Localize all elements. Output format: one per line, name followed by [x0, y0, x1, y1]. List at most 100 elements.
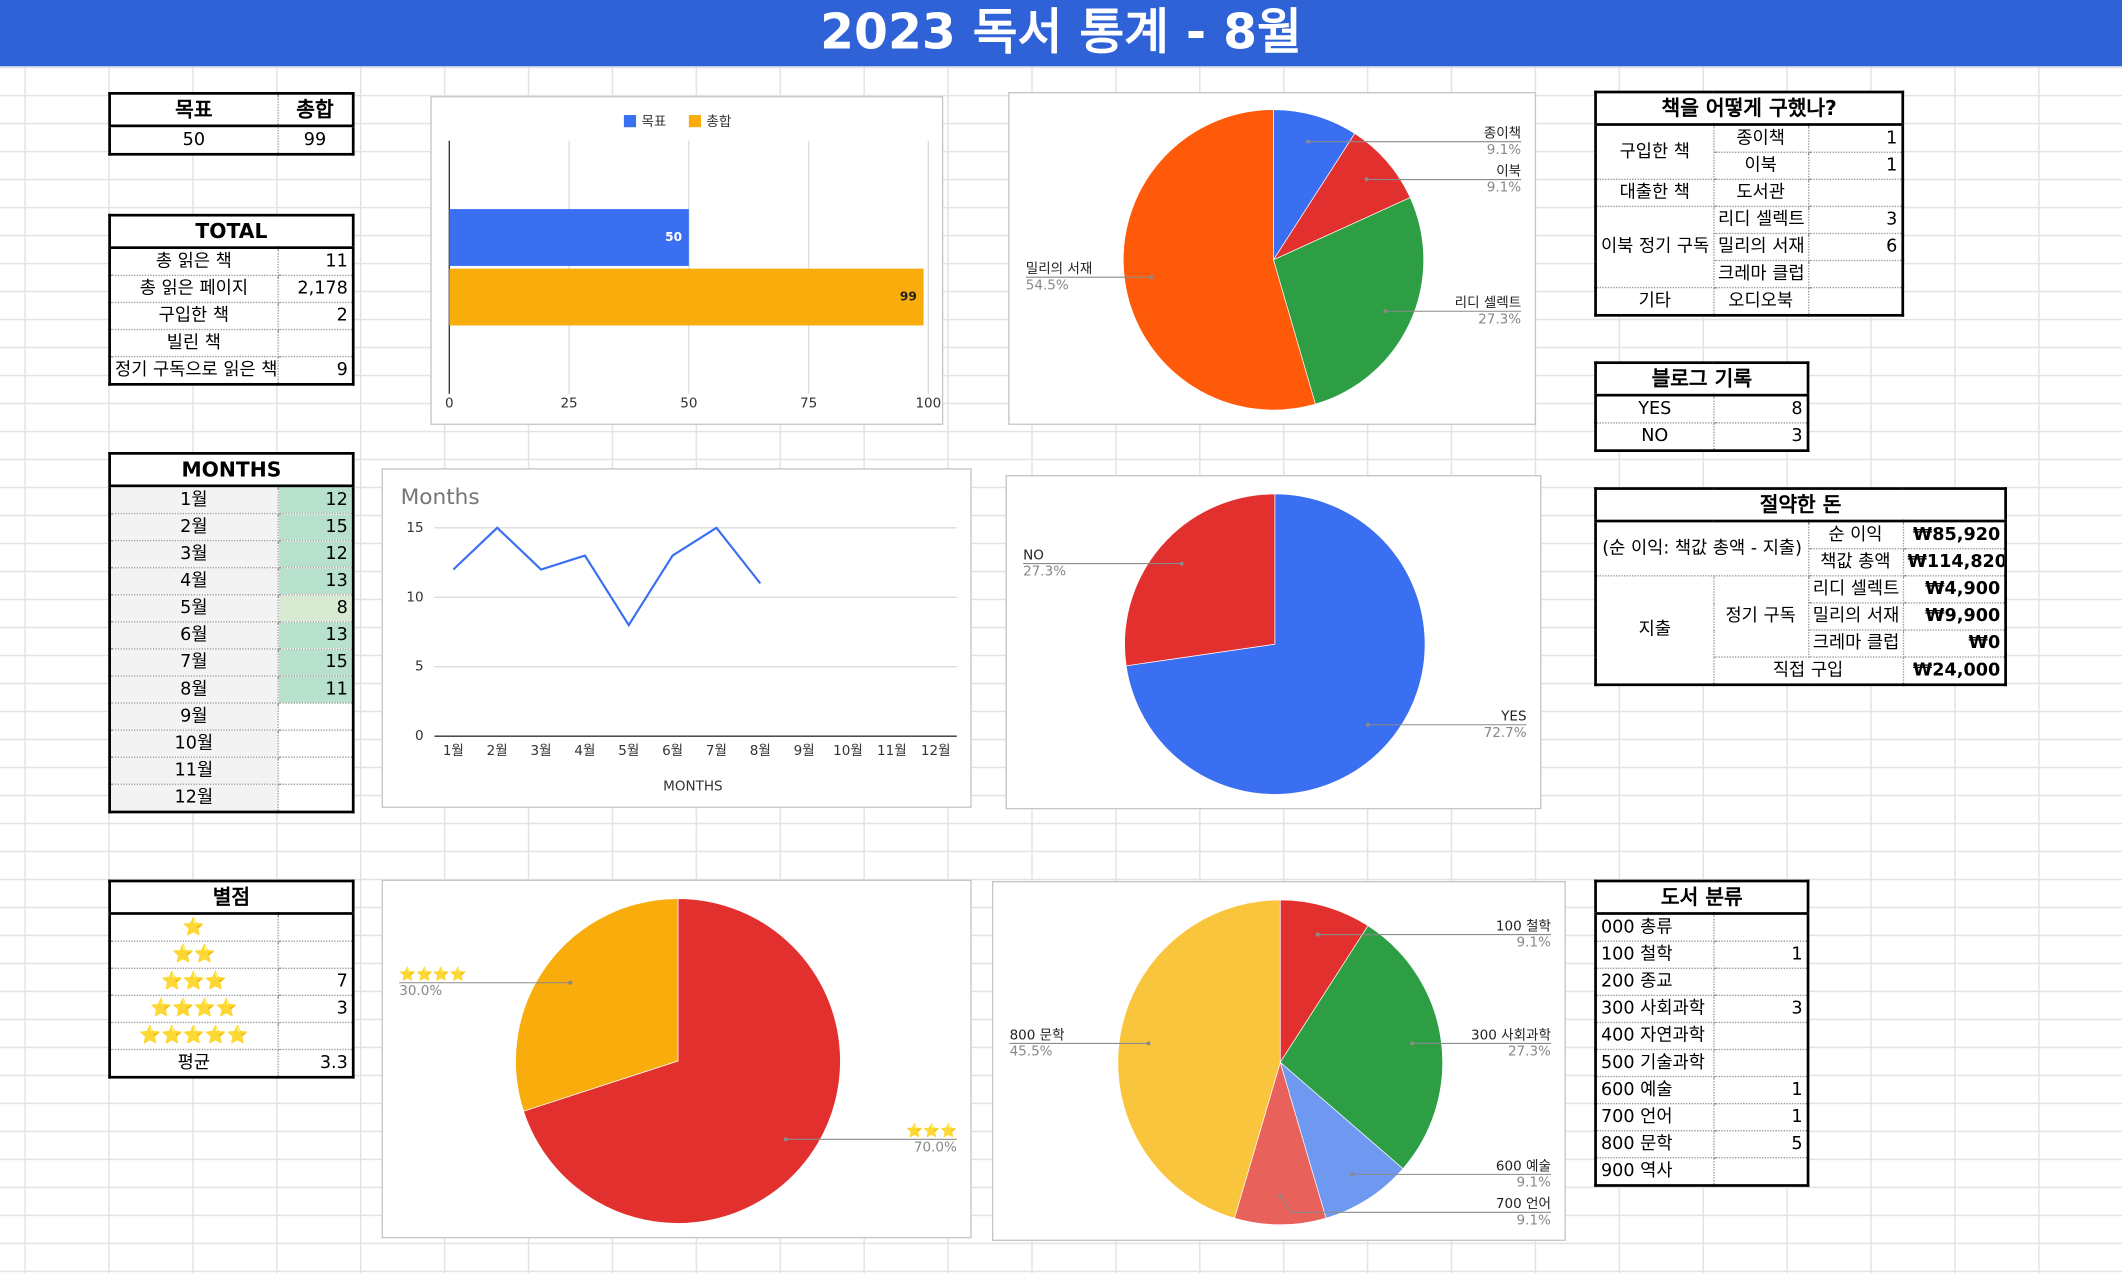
- pie-value-label: 54.5%: [1026, 277, 1069, 293]
- table-cell: 2월: [108, 512, 279, 542]
- leader-dot: [783, 1137, 788, 1142]
- y-tick-label: 15: [406, 520, 423, 536]
- table-cell: [1712, 1048, 1809, 1078]
- table-row: 300 사회과학 3: [1594, 994, 1809, 1024]
- table-cell: [276, 1021, 354, 1051]
- pie-value-label: 27.3%: [1023, 564, 1066, 580]
- table-cell: 15: [276, 648, 354, 677]
- table-sources: 책을 어떻게 구했나? 구입한 책 종이책 1 이북 1 대출한 책 도서관 이북 정기 구독 리…: [1594, 90, 1905, 317]
- table-cell: 리디 셀렉트: [1807, 575, 1904, 604]
- table-cell: ⭐⭐⭐⭐: [108, 994, 279, 1024]
- x-axis-label: MONTHS: [663, 778, 722, 794]
- table-cell: [1712, 912, 1809, 942]
- x-tick-label: 1월: [443, 743, 464, 759]
- x-tick-label: 5월: [618, 743, 639, 759]
- pie-slice: [1122, 109, 1316, 411]
- leader-dot: [1410, 1041, 1415, 1046]
- table-cell: 2: [276, 301, 354, 331]
- table-header: 총합: [276, 92, 354, 128]
- data-label: 99: [900, 290, 917, 304]
- table-cell: 크레마 클럽: [1807, 629, 1904, 658]
- table-row: 목표 총합: [108, 92, 354, 128]
- x-tick-label: 2월: [487, 743, 508, 759]
- table-row: 책을 어떻게 구했나?: [1594, 91, 1904, 126]
- legend-label: 총합: [706, 114, 731, 130]
- table-cell: 대출한 책: [1594, 178, 1714, 208]
- table-cell: 5: [1712, 1130, 1809, 1159]
- table-cell: 50: [108, 125, 279, 155]
- table-cell: 6: [1807, 232, 1904, 262]
- y-tick-label: 0: [415, 728, 424, 744]
- table-row: 밀리의 서재 ₩9,900: [1596, 602, 2007, 631]
- table-cell: [1807, 178, 1904, 208]
- pie-slice: [1117, 899, 1281, 1219]
- table-cell: ⭐: [108, 912, 279, 942]
- table-cell: 700 언어: [1594, 1102, 1714, 1132]
- table-cell: 총 읽은 페이지: [108, 274, 279, 304]
- pie-slice: [1272, 133, 1411, 261]
- table-row: 10월: [108, 729, 354, 758]
- table-row: 100 철학 1: [1594, 940, 1809, 969]
- pie-slice: [1279, 899, 1369, 1064]
- table-row: TOTAL: [108, 214, 354, 250]
- table-cell: 1: [1712, 1075, 1809, 1105]
- table-cell: 15: [276, 512, 354, 542]
- table-cell: 3: [1712, 994, 1809, 1024]
- table-row: 이북 정기 구독 리디 셀렉트 3: [1594, 205, 1904, 289]
- leader-line: [1279, 1195, 1551, 1213]
- table-cell: 3월: [108, 539, 279, 569]
- table-row: 5월 8: [108, 594, 354, 623]
- table-cell: [276, 783, 354, 813]
- pie-value-label: 70.0%: [914, 1139, 957, 1155]
- table-row: 지출 정기 구독 리디 셀렉트 ₩4,900: [1594, 575, 2007, 686]
- table-cell: 1: [1807, 151, 1904, 180]
- table-cell: 평균: [108, 1048, 279, 1078]
- x-tick-label: 25: [560, 395, 577, 411]
- table-cell: 400 자연과학: [1594, 1021, 1714, 1051]
- bar-chart: 0 25 50 75 100 목표 총합 50 99: [430, 96, 944, 425]
- table-row: 12월: [108, 783, 354, 813]
- leader-dot: [1364, 177, 1369, 182]
- table-cell: 99: [276, 125, 354, 155]
- pie-label: 300 사회과학: [1471, 1027, 1551, 1043]
- pie-value-label: 9.1%: [1517, 1212, 1551, 1228]
- pie-value-label: 72.7%: [1484, 725, 1527, 741]
- table-cell: 200 종교: [1594, 967, 1714, 997]
- table-row: 크레마 클럽: [1596, 259, 1904, 289]
- table-row: 2월 15: [108, 512, 354, 542]
- table-row: YES 8: [1594, 394, 1809, 424]
- x-tick-label: 10월: [833, 743, 863, 759]
- table-row: ⭐⭐⭐ 7: [108, 967, 354, 997]
- table-cell: 구입한 책: [108, 301, 279, 331]
- table-row: 총 읽은 페이지 2,178: [108, 274, 354, 304]
- table-cell: 11: [276, 246, 354, 277]
- line: [452, 526, 762, 628]
- x-tick-label: 6월: [662, 743, 683, 759]
- table-row: 11월: [108, 756, 354, 785]
- leader-dot: [1383, 309, 1388, 314]
- table-cell: 오디오북: [1712, 286, 1809, 316]
- pie-slice: [1234, 1061, 1327, 1226]
- table-cell: ₩85,920: [1902, 520, 2007, 550]
- table-cell: 5월: [108, 594, 279, 623]
- table-cell: 1월: [108, 485, 279, 515]
- table-row: 이북 1: [1596, 151, 1904, 180]
- data-label: 50: [665, 230, 682, 244]
- pie-value-label: 9.1%: [1487, 180, 1521, 196]
- table-row: 3월 12: [108, 539, 354, 569]
- table-row: ⭐: [108, 912, 354, 942]
- table-cell: 9월: [108, 702, 279, 731]
- table-cell: NO: [1594, 422, 1714, 452]
- table-cell: 12: [276, 539, 354, 569]
- table-row: 책값 총액 ₩114,820: [1596, 548, 2007, 577]
- table-row: 4월 13: [108, 567, 354, 596]
- table-header: MONTHS: [108, 452, 354, 488]
- pie-label: 리디 셀렉트: [1455, 295, 1521, 311]
- y-tick-label: 5: [415, 659, 424, 675]
- table-cell: 000 총류: [1594, 912, 1714, 942]
- table-cell: 12월: [108, 783, 279, 813]
- table-cell: 도서관: [1712, 178, 1809, 208]
- table-row: 블로그 기록: [1594, 362, 1809, 397]
- table-row: 크레마 클럽 ₩0: [1596, 629, 2007, 658]
- table-cell: 크레마 클럽: [1712, 259, 1809, 289]
